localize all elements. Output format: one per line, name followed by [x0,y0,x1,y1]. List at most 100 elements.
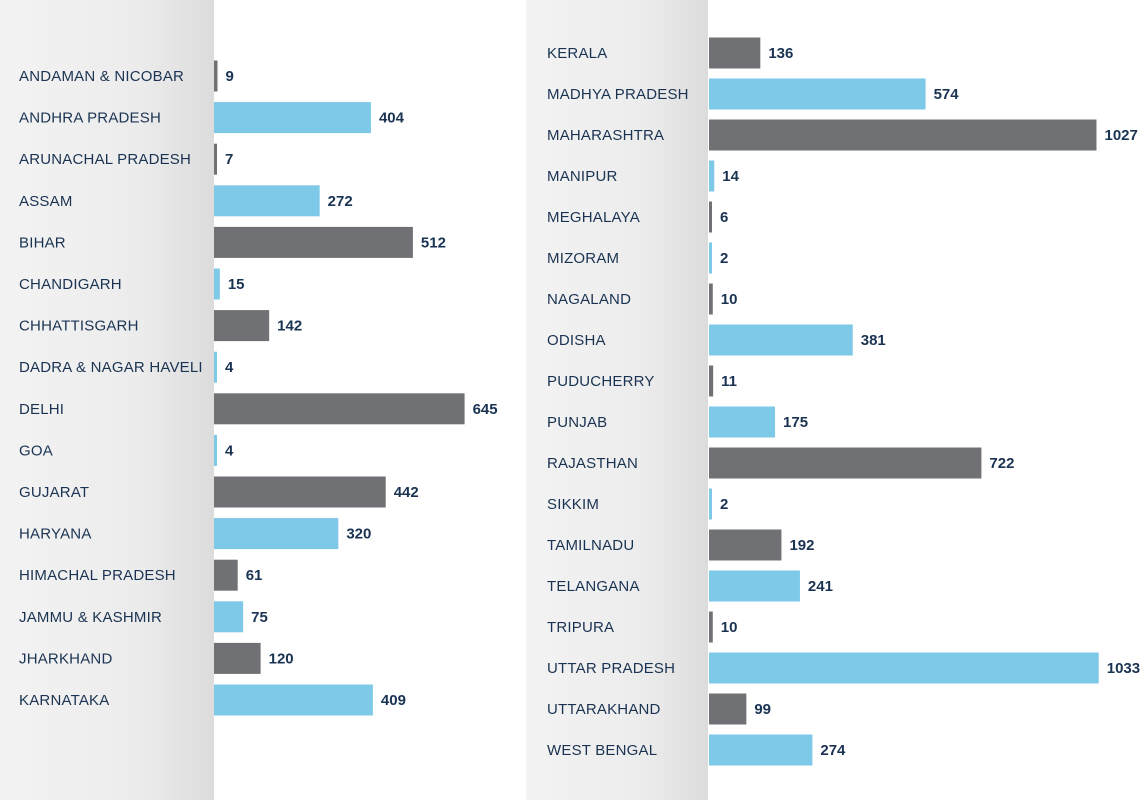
bar [709,78,926,110]
category-label: MANIPUR [547,168,618,185]
category-label: MAHARASHTRA [547,127,664,144]
bar [214,226,413,258]
bar [214,559,238,591]
value-label: 4 [225,359,234,376]
category-label: TELANGANA [547,578,640,595]
category-label: UTTARAKHAND [547,701,661,718]
value-label: 10 [721,619,738,636]
value-label: 192 [789,537,814,554]
bar [709,242,712,274]
category-label: SIKKIM [547,496,599,513]
value-label: 7 [225,151,233,168]
value-label: 142 [277,318,302,335]
value-label: 15 [228,276,245,293]
category-label: CHANDIGARH [19,276,122,293]
value-label: 2 [720,250,728,267]
bar [709,488,712,520]
category-label: UTTAR PRADESH [547,660,675,677]
bar [214,60,218,92]
value-label: 6 [720,209,728,226]
category-label: TRIPURA [547,619,614,636]
value-label: 4 [225,442,234,459]
bar [214,268,220,300]
value-label: 136 [768,45,793,62]
bar [709,324,853,356]
category-label: ANDAMAN & NICOBAR [19,68,184,85]
value-label: 409 [381,692,406,709]
category-label: TAMILNADU [547,537,634,554]
bar [709,693,747,725]
value-label: 320 [346,526,371,543]
bar [709,37,761,69]
value-label: 241 [808,578,833,595]
category-label: HIMACHAL PRADESH [19,567,176,584]
bar [214,642,261,674]
value-label: 2 [720,496,728,513]
bar [214,351,217,383]
category-label: ODISHA [547,332,606,349]
left-label-panel [0,0,214,800]
bar [709,570,800,602]
category-label: DELHI [19,401,64,418]
value-label: 574 [934,86,960,103]
value-label: 11 [721,373,737,390]
category-label: RAJASTHAN [547,455,638,472]
bar [214,684,373,716]
bar [709,447,982,479]
right-label-panel [526,0,708,800]
value-label: 442 [394,484,419,501]
value-label: 1033 [1107,660,1140,677]
bar [709,119,1097,151]
category-label: GUJARAT [19,484,89,501]
bar [214,518,339,550]
value-label: 99 [754,701,771,718]
category-label: JHARKHAND [19,650,112,667]
category-label: KERALA [547,45,607,62]
category-label: CHHATTISGARH [19,318,139,335]
bar [709,611,713,643]
value-label: 722 [989,455,1014,472]
value-label: 274 [820,742,846,759]
category-label: NAGALAND [547,291,631,308]
category-label: PUDUCHERRY [547,373,655,390]
bar [214,143,217,175]
bar [709,652,1099,684]
bar [214,102,371,134]
bar [709,365,714,397]
category-label: ARUNACHAL PRADESH [19,151,191,168]
value-label: 1027 [1104,127,1137,144]
category-label: DADRA & NAGAR HAVELI [19,359,203,376]
value-label: 61 [246,567,263,584]
value-label: 14 [722,168,739,185]
value-label: 645 [473,401,498,418]
value-label: 175 [783,414,808,431]
bar [709,201,712,233]
bar [214,434,217,466]
bar [709,529,782,561]
category-label: MADHYA PRADESH [547,86,689,103]
value-label: 272 [328,193,353,210]
bar [214,310,270,342]
value-label: 381 [861,332,886,349]
bar [709,406,776,438]
category-label: KARNATAKA [19,692,109,709]
bar [709,283,713,315]
category-label: HARYANA [19,526,92,543]
bar [709,160,715,192]
value-label: 512 [421,234,446,251]
category-label: PUNJAB [547,414,607,431]
category-label: ASSAM [19,193,73,210]
value-label: 75 [251,609,268,626]
bar [709,734,813,766]
value-label: 404 [379,110,405,127]
value-label: 120 [269,650,294,667]
value-label: 10 [721,291,738,308]
bar [214,393,465,425]
value-label: 9 [225,68,233,85]
category-label: GOA [19,442,53,459]
category-label: JAMMU & KASHMIR [19,609,162,626]
category-label: MEGHALAYA [547,209,640,226]
bar [214,476,386,508]
category-label: ANDHRA PRADESH [19,110,161,127]
